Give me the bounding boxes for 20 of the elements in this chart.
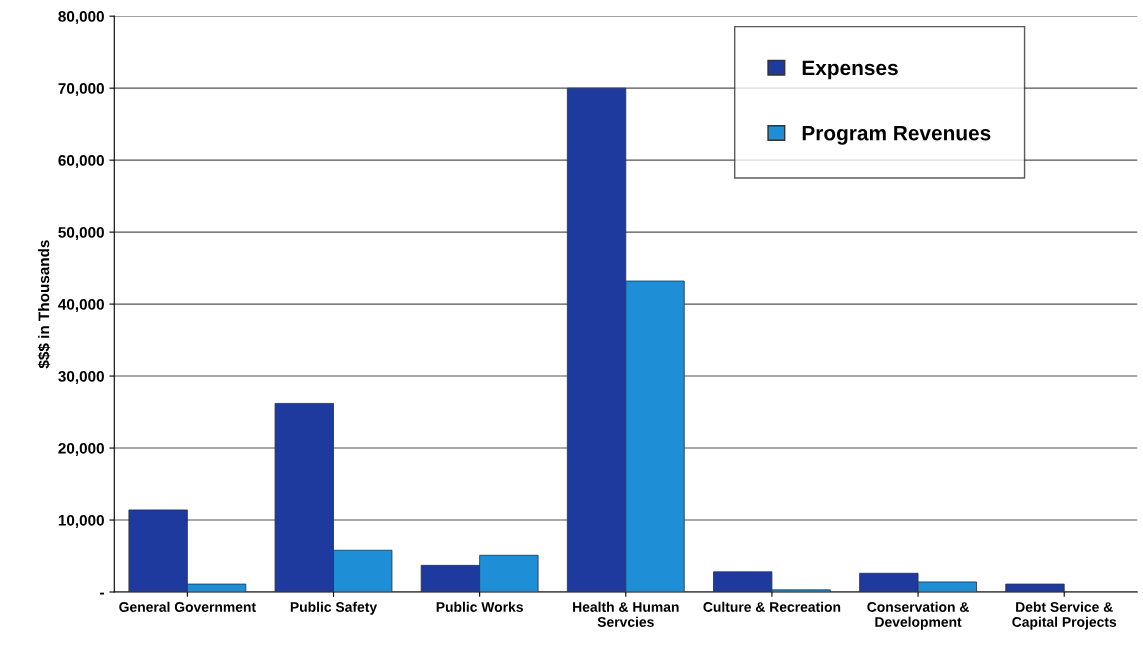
bar: [1005, 583, 1065, 593]
legend-label: Program Revenues: [802, 125, 991, 145]
x-tick-label: Culture & Recreation: [703, 601, 841, 612]
y-tick-label: 20,000: [58, 442, 104, 456]
x-tick-label: Public Safety: [290, 601, 378, 615]
x-tick-label: General Government: [119, 601, 256, 612]
y-tick-label: 60,000: [58, 155, 104, 169]
y-tick-label: 10,000: [58, 514, 104, 528]
x-tick-label: Health & Human Servcies: [573, 601, 679, 627]
x-tick-label: Public Works: [436, 601, 523, 612]
legend-label: Expenses: [802, 60, 898, 80]
x-tick-label: Conservation & Development: [867, 601, 969, 630]
y-tick-label: 30,000: [58, 370, 104, 384]
y-tick-label: 40,000: [58, 298, 104, 312]
y-tick-label: 70,000: [58, 83, 104, 97]
y-tick-label: -: [100, 592, 104, 595]
y-tick-label: 50,000: [58, 226, 104, 241]
y-tick-label: 80,000: [58, 11, 104, 25]
x-tick-label: Debt Service & Capital Projects: [1012, 601, 1117, 630]
y-axis-title: $$$ in Thousands: [37, 240, 51, 369]
